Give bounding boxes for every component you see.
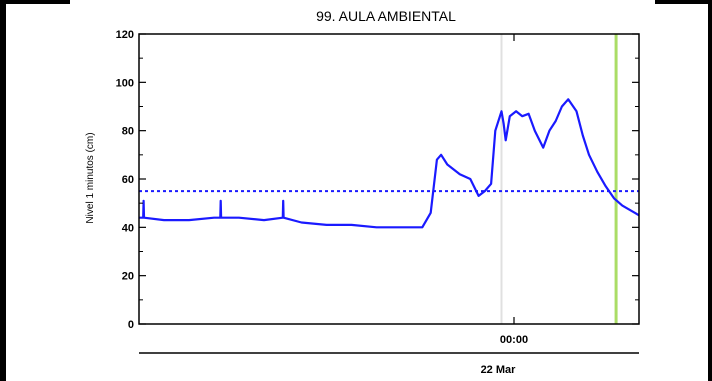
series-line-0 [139,98,640,229]
y-tick-label: 100 [116,77,134,89]
y-tick-layer: 0 20 40 60 80 100 120 [116,29,639,331]
series-layer [139,98,640,229]
y-tick-label: 40 [122,222,134,234]
marker-layer [500,34,618,324]
y-tick-label: 0 [128,319,134,331]
plot-frame [138,33,640,325]
x-date-label: 22 Mar [481,364,517,376]
y-tick-label: 80 [122,126,134,138]
x-tick-label: 00:00 [500,334,528,346]
window-border-top-left [0,0,70,4]
y-tick-label: 20 [122,271,134,283]
y-axis-label: Nivel 1 minutos (cm) [85,132,96,223]
y-tick-label: 120 [116,29,134,41]
x-tick-layer: 00:00 [500,34,528,346]
y-tick-label: 60 [122,174,134,186]
window-border-right [708,0,712,381]
window-border-top-right [655,0,712,4]
window-border-left [0,0,6,381]
chart-title: 99. AULA AMBIENTAL [316,8,456,24]
